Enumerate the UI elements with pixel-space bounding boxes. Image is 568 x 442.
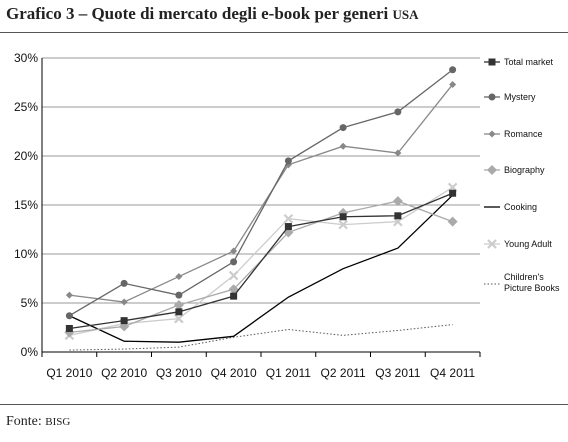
- series-line: [69, 194, 454, 343]
- x-axis-ticks: Q1 2010 Q2 2010 Q3 2010 Q4 2010 Q1 2011 Q2 20…: [46, 366, 475, 380]
- series-total-market: [65, 189, 457, 332]
- data-point-x-stroke: [174, 313, 184, 324]
- legend-item: Young Adult: [484, 239, 552, 249]
- data-point-circle: [65, 312, 73, 320]
- legend-item: Romance: [484, 129, 543, 139]
- data-point-x-stroke: [283, 213, 294, 224]
- title-divider: [0, 32, 568, 33]
- series-mystery: [65, 66, 457, 320]
- y-tick-label: 0%: [21, 345, 39, 359]
- data-point-circle: [339, 124, 347, 132]
- data-point-diamond: [65, 291, 73, 299]
- legend-item: Total market: [484, 57, 554, 67]
- data-point-diamond: [175, 273, 183, 281]
- data-point-diamond: [447, 216, 458, 227]
- x-tick-label: Q1 2011: [266, 366, 311, 380]
- plot-frame: [41, 58, 481, 357]
- legend-label: Children's: [504, 272, 544, 282]
- y-axis-ticks: 0% 5% 10% 15% 20% 25% 30%: [14, 51, 38, 359]
- source-value: BISG: [45, 416, 71, 428]
- y-tick-label: 20%: [14, 149, 38, 163]
- series-children-s-picture-books: [69, 324, 453, 351]
- data-point-circle: [488, 93, 496, 101]
- chart-title-text: Grafico 3 – Quote di mercato degli e-boo…: [6, 4, 389, 23]
- data-point-square: [120, 317, 128, 325]
- series-group: [64, 66, 458, 351]
- data-point-x-stroke: [338, 219, 348, 230]
- series-line: [69, 69, 454, 317]
- data-point-diamond: [173, 299, 184, 310]
- series-cooking: [69, 194, 454, 343]
- legend-item: Mystery: [484, 92, 536, 102]
- legend-label: Mystery: [504, 92, 536, 102]
- legend-item: Cooking: [484, 202, 537, 212]
- legend-label: Picture Books: [504, 283, 560, 293]
- footer-divider: [0, 404, 568, 405]
- y-tick-label: 25%: [14, 100, 38, 114]
- chart-area: 0% 5% 10% 15% 20% 25% 30% Q1 2010 Q2 2010 Q3 201…: [14, 51, 560, 380]
- data-point-x: [174, 313, 184, 324]
- data-point-diamond: [487, 165, 497, 175]
- chart-title-suffix: USA: [392, 7, 419, 22]
- y-tick-label: 10%: [14, 247, 38, 261]
- data-point-diamond: [120, 298, 128, 306]
- source-label: Fonte:: [6, 414, 42, 429]
- data-point-diamond: [228, 284, 239, 295]
- legend: Total market Mystery Romance Biography Cooki…: [484, 57, 560, 293]
- legend-label: Romance: [504, 129, 543, 139]
- data-point-diamond: [230, 247, 238, 255]
- data-point-x-stroke: [487, 239, 497, 249]
- gridlines: [42, 57, 480, 304]
- data-point-square: [175, 308, 183, 316]
- data-point-diamond: [339, 142, 347, 150]
- data-point-square: [394, 212, 402, 220]
- data-point-square: [488, 58, 496, 66]
- data-point-x-stroke: [228, 270, 239, 281]
- x-tick-label: Q4 2010: [211, 366, 257, 380]
- y-tick-label: 15%: [14, 198, 38, 212]
- legend-label: Total market: [504, 57, 554, 67]
- x-tick-label: Q1 2010: [46, 366, 92, 380]
- data-point-x: [338, 219, 348, 230]
- y-tick-label: 30%: [14, 51, 38, 65]
- data-point-circle: [284, 157, 292, 165]
- data-point-diamond: [394, 149, 402, 157]
- x-tick-label: Q2 2011: [321, 366, 366, 380]
- legend-item: Biography: [484, 165, 545, 175]
- data-point-diamond: [488, 130, 496, 138]
- series-line: [69, 84, 454, 303]
- series-line: [69, 200, 453, 334]
- x-tick-label: Q4 2011: [430, 366, 475, 380]
- data-point-square: [230, 292, 238, 300]
- data-point-circle: [175, 291, 183, 299]
- data-point-diamond: [449, 80, 457, 88]
- data-point-circle: [449, 66, 457, 74]
- x-tick-label: Q3 2011: [375, 366, 420, 380]
- data-point-square: [339, 213, 347, 221]
- legend-label: Biography: [504, 165, 545, 175]
- source-note: Fonte: BISG: [6, 414, 70, 430]
- data-point-square: [65, 324, 73, 332]
- series-romance: [65, 80, 457, 306]
- data-point-square: [449, 189, 457, 197]
- chart-title: Grafico 3 – Quote di mercato degli e-boo…: [6, 4, 419, 24]
- legend-label: Cooking: [504, 202, 537, 212]
- data-point-circle: [230, 258, 238, 266]
- data-point-x: [487, 239, 497, 249]
- data-point-x: [283, 213, 294, 224]
- series-line: [69, 324, 453, 351]
- x-tick-label: Q3 2010: [156, 366, 202, 380]
- data-point-circle: [394, 108, 402, 116]
- data-point-circle: [120, 279, 128, 287]
- data-point-square: [284, 223, 292, 231]
- legend-label: Young Adult: [504, 239, 552, 249]
- y-tick-label: 5%: [21, 296, 39, 310]
- data-point-diamond: [392, 196, 403, 207]
- x-tick-label: Q2 2010: [101, 366, 147, 380]
- data-point-x: [228, 270, 239, 281]
- series-line: [69, 192, 453, 330]
